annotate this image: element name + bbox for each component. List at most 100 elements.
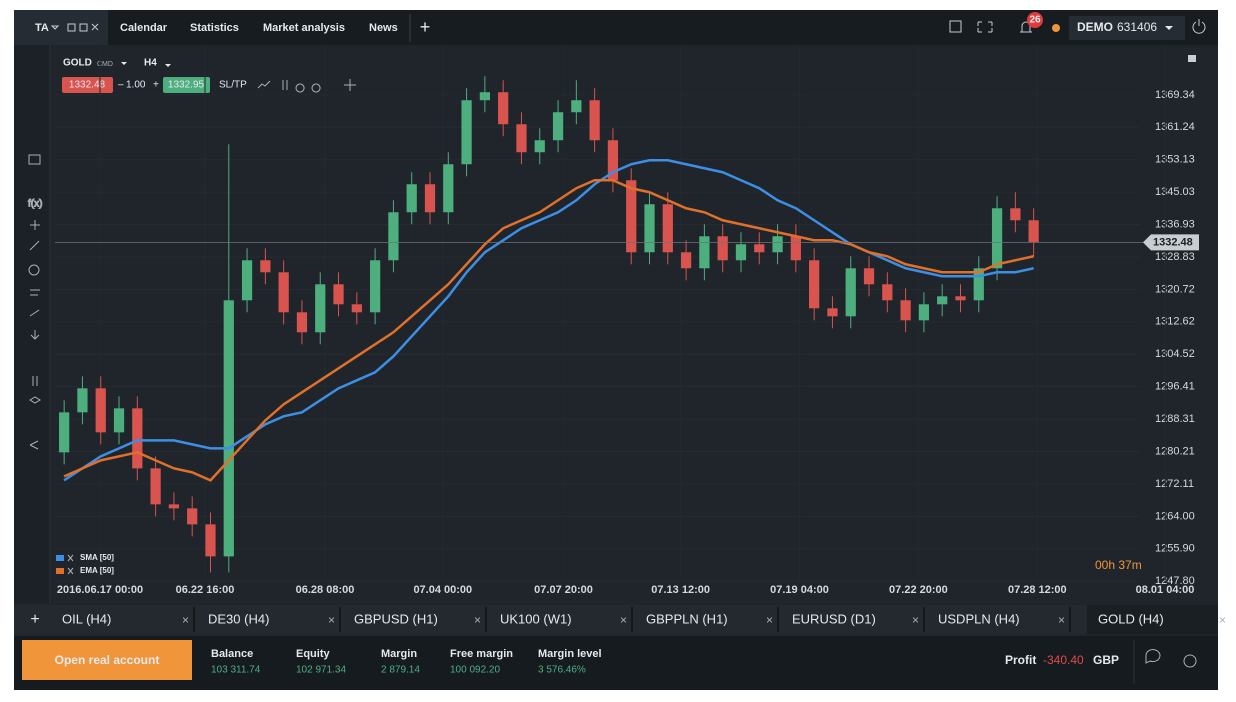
- instrument-tab[interactable]: GBPUSD (H1): [354, 611, 438, 626]
- add-tab[interactable]: +: [420, 17, 431, 37]
- account-stats: Balance 103 311.74 Equity 102 971.34 Margin 2…: [211, 648, 602, 676]
- timer: 00h 37m: [1095, 558, 1142, 572]
- candle-body: [187, 508, 198, 525]
- candle-body: [516, 124, 527, 153]
- legend-swatch: [56, 568, 64, 574]
- tab-close[interactable]: ×: [182, 613, 189, 627]
- profit-currency: GBP: [1093, 653, 1119, 667]
- plus[interactable]: +: [153, 80, 159, 91]
- candle-body: [1028, 220, 1039, 243]
- candle-body: [113, 408, 125, 433]
- candle-body: [443, 164, 454, 213]
- y-tick-label: 1336.93: [1155, 218, 1195, 230]
- minus[interactable]: –: [118, 80, 124, 91]
- footer: [14, 636, 1218, 690]
- power-icon[interactable]: [1192, 19, 1206, 34]
- candle-body: [662, 204, 673, 253]
- x-tick-label: 07.22 20:00: [889, 584, 948, 596]
- candle-body: [809, 260, 820, 309]
- app-bg: [14, 10, 1218, 690]
- x-tick-label: 2016.06.17 00:00: [57, 584, 143, 596]
- candle-body: [918, 304, 930, 321]
- instrument-tab[interactable]: GOLD (H4): [1098, 611, 1164, 626]
- top-tab[interactable]: Calendar: [120, 22, 168, 34]
- instrument-tabs: OIL (H4) × DE30 (H4) × GBPUSD (H1) × UK100 (W1…: [62, 605, 1226, 634]
- button-label: Open real account: [55, 653, 160, 667]
- candle-body: [937, 296, 948, 305]
- stat-value: 103 311.74: [211, 665, 261, 676]
- instrument-tab[interactable]: OIL (H4): [62, 611, 111, 626]
- top-tabs: TA Calendar Statistics Market analysis News: [35, 22, 398, 34]
- y-tick-label: 1272.11: [1155, 478, 1194, 490]
- sltp[interactable]: SL/TP: [219, 80, 247, 91]
- candle-body: [370, 260, 381, 313]
- add-instrument[interactable]: +: [30, 611, 39, 628]
- buy-box[interactable]: [163, 77, 210, 93]
- candle-body: [699, 236, 710, 269]
- candle-body: [863, 268, 875, 285]
- candle-body: [388, 212, 399, 261]
- profit-label: Profit: [1005, 653, 1036, 667]
- instrument-tab[interactable]: USDPLN (H4): [938, 611, 1020, 626]
- tool[interactable]: [28, 154, 41, 165]
- tab-close[interactable]: ×: [1058, 613, 1065, 627]
- candle-body: [626, 180, 637, 253]
- top-tab[interactable]: Market analysis: [263, 22, 345, 34]
- candle-body: [205, 524, 216, 557]
- candle-body: [552, 112, 564, 141]
- tab-close[interactable]: ×: [474, 613, 481, 627]
- candle-body: [77, 388, 88, 413]
- candle-body: [296, 312, 308, 333]
- panel-icon[interactable]: [1188, 55, 1196, 62]
- instrument-tab[interactable]: UK100 (W1): [500, 611, 572, 626]
- ask: 1332.95: [168, 80, 205, 91]
- stat-value: 2 879.14: [381, 665, 420, 676]
- legend-label: EMA [50]: [80, 566, 114, 575]
- x-tick-label: 08.01 04:00: [1136, 584, 1195, 596]
- top-tab[interactable]: Statistics: [190, 22, 239, 34]
- instrument-tab[interactable]: GBPPLN (H1): [646, 611, 728, 626]
- tab-close[interactable]: ×: [328, 613, 335, 627]
- x-tick-label: 07.04 00:00: [413, 584, 472, 596]
- window-icon[interactable]: [949, 20, 962, 33]
- candle-body: [571, 100, 582, 113]
- x-tick-label: 07.28 12:00: [1008, 584, 1067, 596]
- chart-tools[interactable]: [257, 79, 356, 93]
- candle-body: [315, 284, 326, 333]
- candle-body: [845, 268, 856, 317]
- chat-icon[interactable]: [1145, 649, 1161, 664]
- profit-value: -340.40: [1043, 653, 1084, 667]
- candle-body: [607, 140, 619, 181]
- stat-value: 3 576.46%: [538, 665, 586, 676]
- top-tab[interactable]: News: [369, 22, 398, 34]
- settings-icon[interactable]: [1183, 654, 1197, 668]
- tab-close[interactable]: ×: [912, 613, 919, 627]
- tab-close[interactable]: ×: [620, 613, 627, 627]
- candle-body: [973, 268, 984, 301]
- legend-swatch: [56, 555, 64, 561]
- badge: [1027, 12, 1043, 28]
- status-dot: [1052, 24, 1060, 32]
- legend-close[interactable]: [67, 554, 74, 562]
- tab-close[interactable]: ×: [766, 613, 773, 627]
- current-price-label: 1332.48: [1153, 236, 1193, 248]
- fullscreen-icon[interactable]: [977, 21, 993, 33]
- indicator-line: [63, 178, 1034, 482]
- candle-body: [59, 412, 70, 453]
- open-account-button[interactable]: [22, 640, 192, 680]
- caret: [165, 64, 171, 67]
- top-tab[interactable]: TA: [35, 22, 49, 34]
- tab-icons: [50, 23, 99, 32]
- candle-body: [1010, 208, 1021, 221]
- stat-value: 102 971.34: [296, 665, 346, 676]
- tab-close[interactable]: ×: [1219, 613, 1226, 627]
- y-tick-label: 1353.13: [1155, 154, 1195, 166]
- tool-fx[interactable]: f(x): [28, 198, 43, 210]
- candle-body: [406, 184, 417, 213]
- y-tick-label: 1328.83: [1155, 251, 1195, 263]
- legend-close[interactable]: [67, 567, 74, 575]
- instrument-tab[interactable]: DE30 (H4): [208, 611, 269, 626]
- instrument-tab[interactable]: EURUSD (D1): [792, 611, 876, 626]
- account-box[interactable]: [1069, 16, 1185, 40]
- caret: [121, 62, 127, 65]
